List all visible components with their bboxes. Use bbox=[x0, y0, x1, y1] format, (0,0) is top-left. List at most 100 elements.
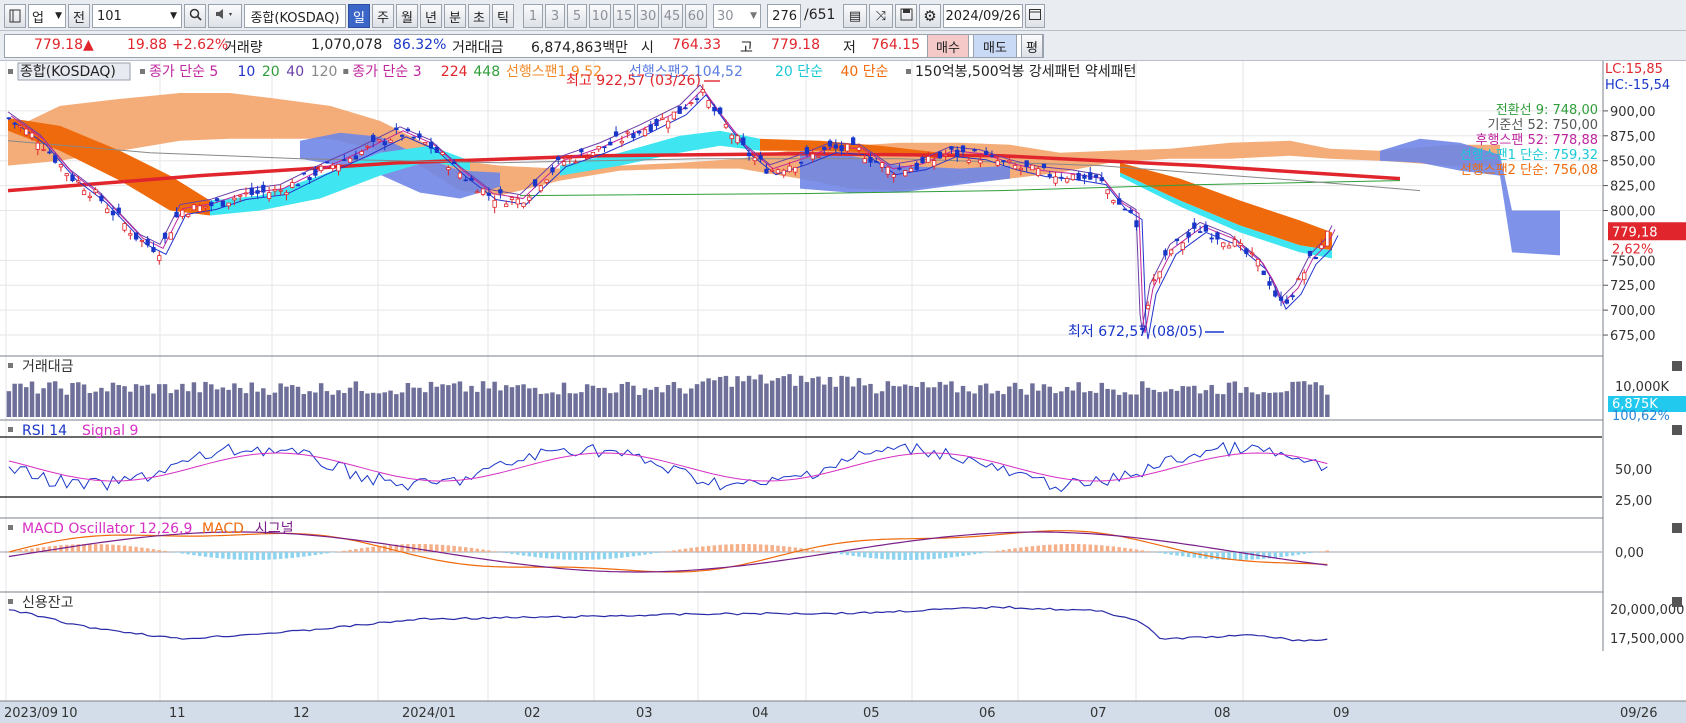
minute-button-3[interactable]: 10 bbox=[589, 4, 611, 28]
candle bbox=[631, 130, 636, 142]
amount-bar bbox=[64, 394, 69, 417]
amount-bar bbox=[151, 393, 156, 417]
amount-bar bbox=[1082, 392, 1087, 417]
macd-osc-bar bbox=[1128, 548, 1133, 552]
sell-button[interactable]: 매도 bbox=[973, 34, 1017, 58]
settings-button[interactable]: ⚙ bbox=[919, 4, 941, 28]
amount-bar bbox=[243, 393, 249, 417]
candle bbox=[336, 163, 341, 176]
amount-bar bbox=[330, 394, 335, 417]
amount-bar bbox=[1307, 384, 1313, 417]
quote-change: 19.88 bbox=[127, 37, 168, 53]
low-label: 저 bbox=[843, 40, 856, 56]
minute-select[interactable]: 30 ▼ bbox=[713, 4, 761, 28]
amount-bar bbox=[261, 388, 266, 417]
x-tick-label: 05 bbox=[863, 706, 880, 721]
line-tool-icon: ⤨ bbox=[875, 8, 887, 24]
macd-osc-bar bbox=[521, 552, 526, 556]
code-input[interactable]: 101 ▼ bbox=[92, 4, 182, 28]
ichimoku-label: 기준선 52: 750,00 bbox=[1487, 118, 1598, 133]
minute-button-4[interactable]: 15 bbox=[613, 4, 635, 28]
period-button-4[interactable]: 분 bbox=[444, 4, 466, 28]
macd-osc-bar bbox=[1163, 552, 1168, 554]
eval-button[interactable]: 평 bbox=[1021, 34, 1043, 58]
price-chart-svg[interactable]: 900,00 875,00 850,00 825,00 800,00 750,00 725,… bbox=[0, 61, 1686, 723]
minute-button-0[interactable]: 1 bbox=[523, 4, 543, 28]
name-field[interactable]: 종합(KOSDAQ) bbox=[244, 4, 346, 28]
macd-osc-bar bbox=[157, 549, 161, 552]
amount-bar bbox=[1232, 381, 1238, 417]
amount-bar bbox=[602, 387, 607, 417]
macd-osc-bar bbox=[12, 551, 17, 552]
amount-value-text: 6,875K bbox=[1612, 397, 1658, 412]
count-input[interactable]: 276 bbox=[767, 4, 801, 28]
amount-bar bbox=[1134, 394, 1139, 417]
amount-bar bbox=[1221, 394, 1226, 417]
market-select[interactable]: 업 ▼ bbox=[28, 4, 66, 28]
layout-icon[interactable] bbox=[4, 4, 26, 28]
period-button-1[interactable]: 주 bbox=[372, 4, 394, 28]
buy-button[interactable]: 매수 bbox=[927, 34, 969, 58]
candle bbox=[1093, 174, 1099, 183]
minute-button-5[interactable]: 30 bbox=[637, 4, 659, 28]
ichimoku-label: 선행스팬1 단순: 759,32 bbox=[1460, 147, 1598, 163]
amount-bar bbox=[1088, 391, 1093, 417]
panel-bullet-icon bbox=[8, 525, 13, 530]
ichimoku-label: 선행스팬2 단순: 756,08 bbox=[1460, 162, 1598, 178]
amount-bar bbox=[76, 382, 81, 417]
amount-bar bbox=[1012, 382, 1018, 417]
amount-bar bbox=[1001, 394, 1006, 417]
candle bbox=[1302, 269, 1307, 285]
candle bbox=[700, 84, 705, 97]
candle bbox=[1007, 155, 1012, 165]
amount-bar bbox=[99, 387, 104, 417]
candle bbox=[417, 130, 422, 141]
period-button-0[interactable]: 일 bbox=[348, 4, 370, 28]
code-input-value: 101 bbox=[97, 8, 122, 24]
macd-osc-bar bbox=[313, 552, 318, 556]
price-tick-label: 750,00 bbox=[1610, 254, 1656, 269]
candle bbox=[914, 161, 919, 172]
amount-bar bbox=[966, 391, 972, 417]
amount-bar bbox=[625, 381, 630, 417]
period-button-2[interactable]: 월 bbox=[396, 4, 418, 28]
candle bbox=[1064, 176, 1070, 184]
macd-osc-bar bbox=[377, 546, 381, 552]
macd-osc-bar bbox=[839, 552, 844, 555]
amount-bar bbox=[139, 385, 145, 417]
macd-osc-bar bbox=[643, 552, 647, 555]
amount-bar bbox=[804, 382, 810, 417]
candle bbox=[1111, 199, 1116, 205]
minute-button-2[interactable]: 5 bbox=[567, 4, 587, 28]
chart-area[interactable]: 900,00 875,00 850,00 825,00 800,00 750,00 725,… bbox=[0, 61, 1686, 723]
candle bbox=[908, 164, 914, 172]
minute-button-7[interactable]: 60 bbox=[685, 4, 707, 28]
candle bbox=[735, 133, 740, 145]
tools-button[interactable]: ⤨ bbox=[869, 4, 893, 28]
period-button-6[interactable]: 틱 bbox=[492, 4, 514, 28]
period-button-5[interactable]: 초 bbox=[468, 4, 490, 28]
sound-button[interactable] bbox=[208, 4, 242, 28]
amount-bar bbox=[1203, 390, 1209, 417]
calendar-button[interactable] bbox=[1025, 4, 1045, 28]
date-input[interactable]: 2024/09/26 bbox=[943, 4, 1023, 28]
minute-button-6[interactable]: 45 bbox=[661, 4, 683, 28]
candle bbox=[371, 132, 376, 148]
macd-osc-bar bbox=[1308, 552, 1312, 554]
save-button[interactable] bbox=[895, 4, 917, 28]
amount-bar bbox=[556, 394, 561, 417]
minute-button-1[interactable]: 3 bbox=[545, 4, 565, 28]
prev-button[interactable]: 전 bbox=[68, 4, 90, 28]
candle bbox=[29, 129, 35, 141]
period-button-3[interactable]: 년 bbox=[420, 4, 442, 28]
macd-osc-bar bbox=[440, 544, 445, 552]
candle bbox=[1313, 256, 1318, 260]
candle bbox=[434, 144, 439, 153]
amount-bar bbox=[908, 385, 914, 417]
legend-item: 20 단순 bbox=[775, 64, 823, 80]
candle bbox=[879, 161, 885, 173]
amount-bar bbox=[1290, 381, 1295, 417]
high-label: 고 bbox=[740, 40, 753, 56]
search-button[interactable] bbox=[184, 4, 206, 28]
indicator-button[interactable]: ▤ bbox=[843, 4, 867, 28]
